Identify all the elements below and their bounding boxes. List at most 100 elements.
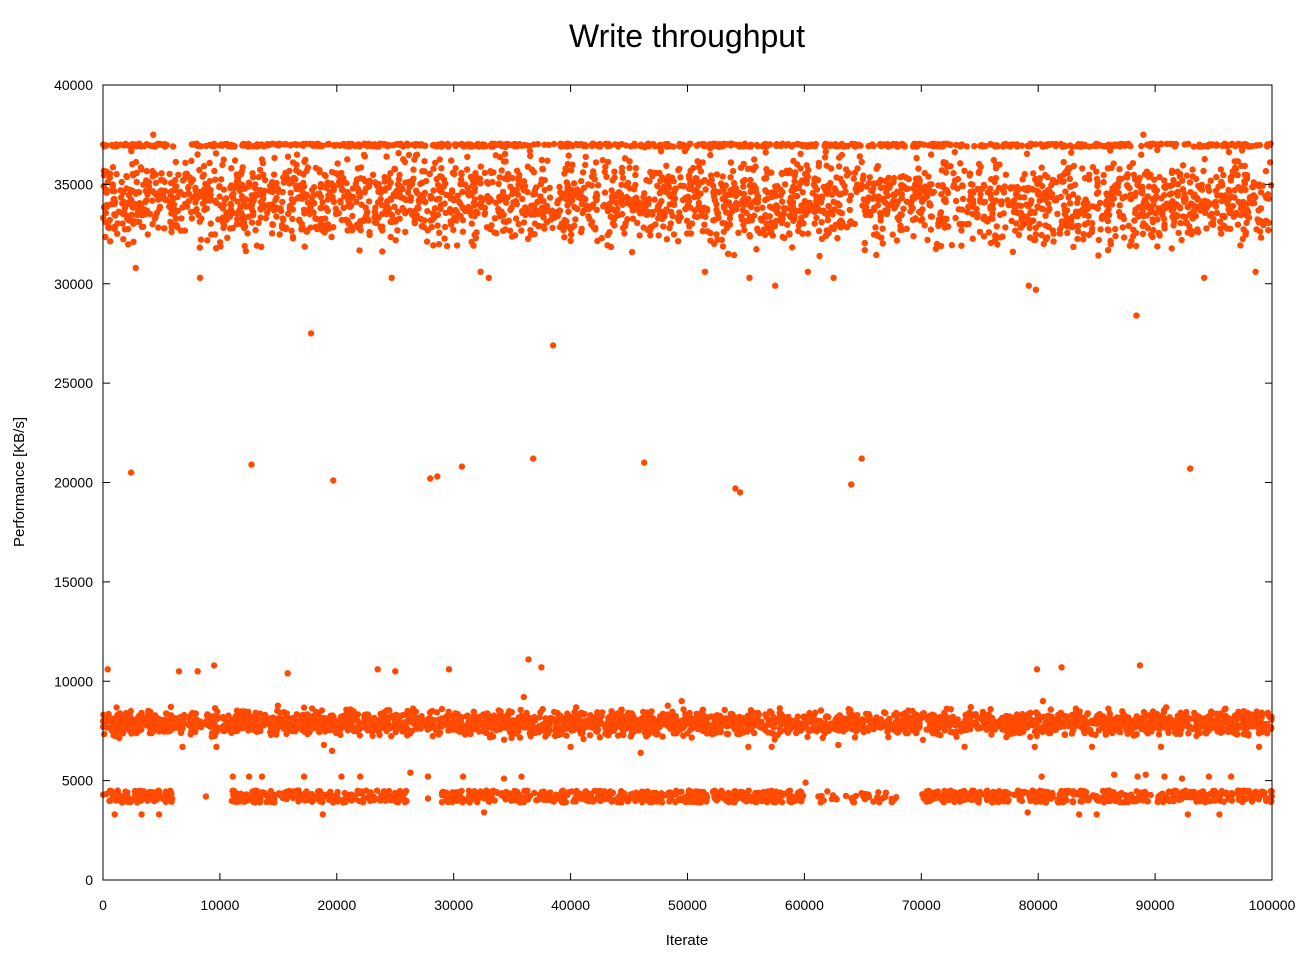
data-point: [825, 203, 833, 210]
data-point: [582, 161, 589, 169]
data-point: [1136, 211, 1143, 219]
data-point: [1066, 175, 1074, 182]
data-point: [337, 182, 344, 189]
data-point: [1139, 183, 1146, 191]
data-point: [228, 192, 236, 199]
data-point: [260, 171, 267, 179]
data-point: [999, 143, 1007, 150]
data-point: [337, 142, 344, 149]
data-point: [1075, 222, 1082, 229]
data-point: [762, 187, 769, 194]
data-point: [1231, 158, 1238, 165]
data-point: [1074, 235, 1081, 243]
data-point: [865, 142, 872, 150]
data-point: [520, 219, 528, 226]
data-point: [396, 171, 403, 179]
data-point: [282, 169, 289, 177]
data-point: [293, 161, 300, 168]
data-point: [1105, 227, 1112, 234]
data-point: [699, 227, 706, 235]
data-point: [436, 195, 443, 202]
data-point: [167, 218, 174, 226]
data-point: [463, 713, 470, 720]
data-point: [1232, 164, 1239, 171]
data-point: [739, 178, 747, 185]
data-point: [713, 231, 720, 238]
data-point: [519, 207, 526, 215]
data-point: [720, 142, 727, 149]
data-point: [1233, 211, 1240, 218]
data-point: [795, 227, 802, 235]
data-point: [1034, 204, 1042, 211]
data-point: [662, 141, 669, 148]
data-point: [1068, 149, 1075, 156]
data-point: [941, 224, 948, 231]
data-point: [364, 142, 371, 150]
data-point: [488, 197, 495, 204]
data-point: [154, 141, 162, 148]
data-point: [791, 178, 798, 185]
data-point: [677, 182, 685, 189]
data-point: [594, 182, 602, 189]
data-point: [569, 161, 576, 168]
data-point: [371, 213, 378, 221]
data-point: [239, 164, 246, 171]
data-point: [452, 165, 459, 172]
data-point: [912, 215, 919, 223]
data-point: [550, 140, 558, 148]
data-point: [275, 142, 282, 149]
data-point: [1201, 155, 1208, 163]
data-point: [800, 220, 807, 227]
data-point: [1017, 202, 1025, 209]
data-point: [318, 204, 325, 212]
data-point: [1156, 232, 1163, 239]
data-point: [143, 177, 150, 184]
data-point: [851, 143, 859, 150]
data-point: [341, 193, 348, 200]
data-point: [1018, 142, 1026, 149]
data-point: [356, 247, 363, 254]
data-point: [938, 191, 945, 198]
data-point: [958, 227, 965, 234]
data-point: [1234, 221, 1242, 228]
data-point: [921, 195, 929, 202]
data-point: [815, 227, 823, 235]
data-point: [676, 140, 683, 148]
data-point: [572, 216, 579, 223]
data-point: [857, 142, 864, 149]
data-point: [288, 227, 295, 234]
data-point: [512, 186, 519, 194]
data-point: [720, 228, 728, 235]
data-point: [948, 241, 956, 249]
data-point: [958, 141, 965, 148]
data-point: [1213, 209, 1221, 217]
data-point: [1084, 205, 1091, 212]
data-point: [379, 210, 386, 218]
data-point: [152, 179, 159, 187]
data-point: [1243, 175, 1251, 182]
data-point: [314, 226, 321, 233]
data-point: [1032, 236, 1039, 244]
data-point: [496, 213, 504, 220]
data-point: [1025, 216, 1033, 224]
data-point: [647, 232, 654, 239]
data-point: [663, 236, 671, 243]
data-point: [813, 193, 820, 200]
data-point: [560, 222, 567, 229]
data-point: [471, 184, 479, 192]
data-point: [791, 214, 798, 222]
data-point: [1237, 200, 1244, 207]
data-point: [298, 226, 305, 233]
data-point: [290, 716, 297, 723]
data-point: [1245, 142, 1252, 149]
data-point: [1019, 176, 1026, 183]
data-point: [959, 195, 967, 203]
data-point: [1021, 170, 1028, 178]
data-point: [801, 197, 809, 205]
data-point: [685, 197, 693, 205]
data-point: [699, 159, 706, 166]
data-point: [257, 214, 264, 221]
data-point: [872, 224, 879, 231]
data-point: [145, 186, 152, 193]
data-point: [227, 200, 234, 208]
